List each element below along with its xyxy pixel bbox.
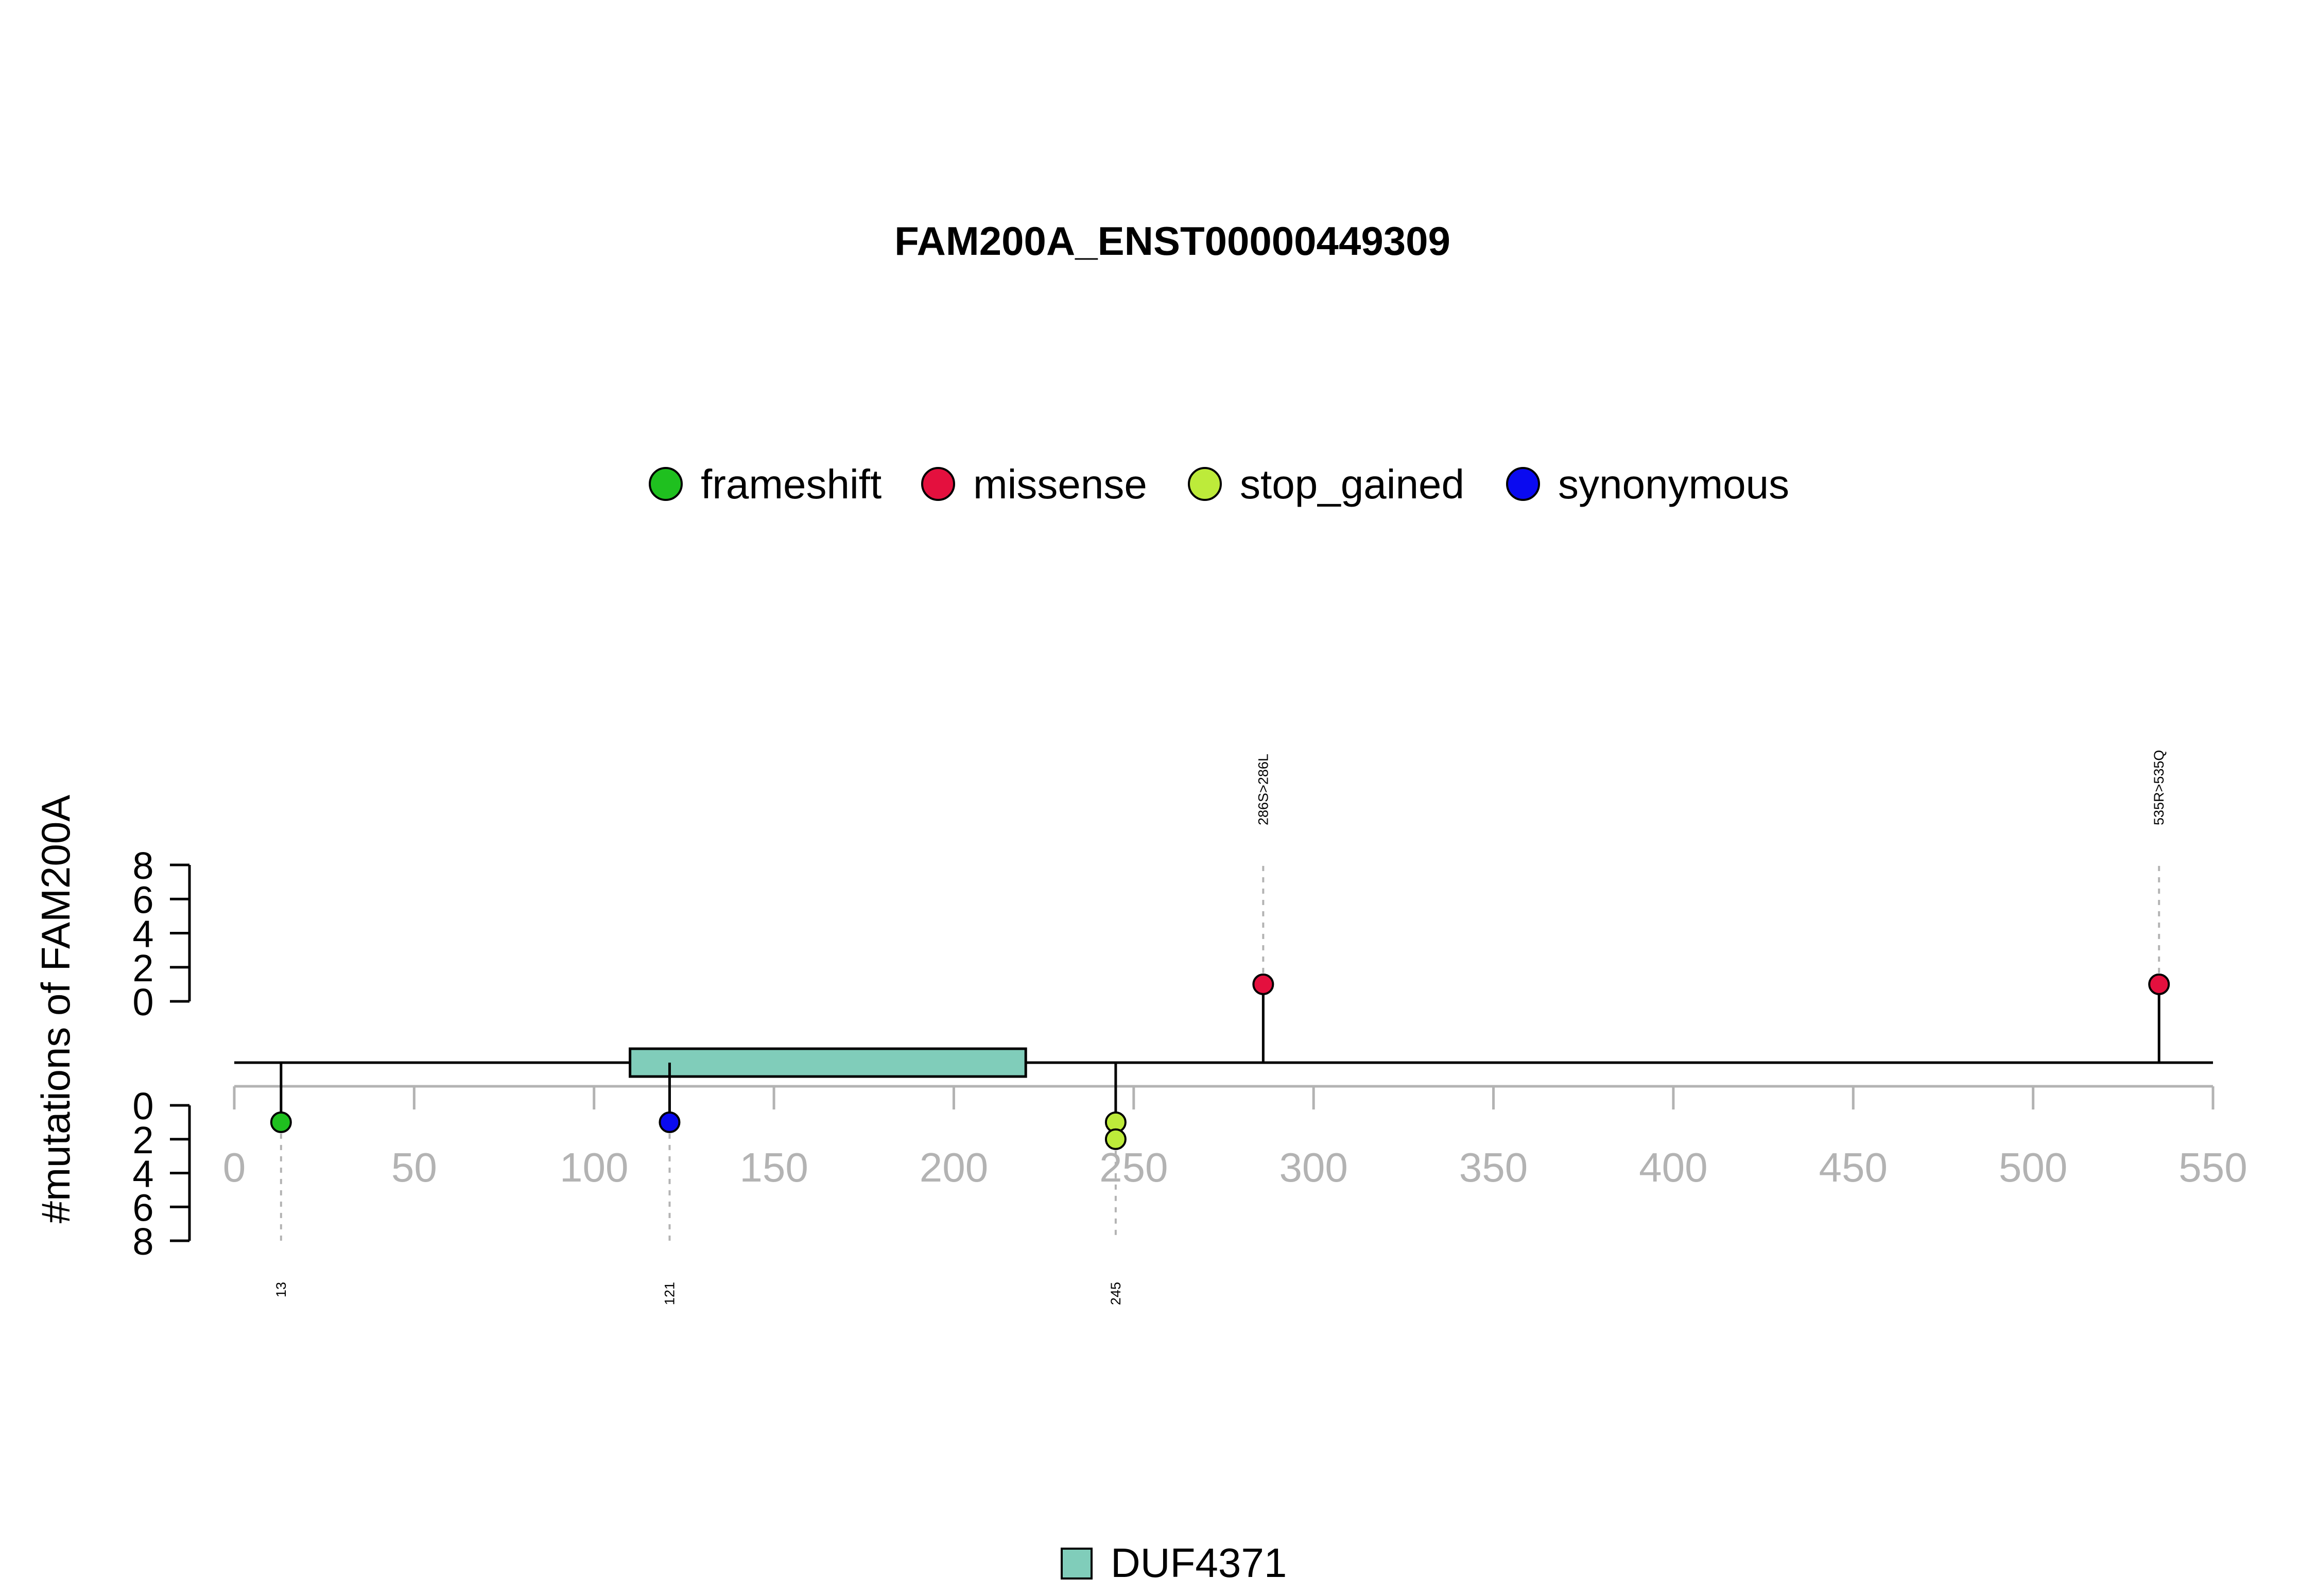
- mutation-point-286-1: [1252, 973, 1274, 995]
- y-tick-label-top-0: 0: [132, 981, 153, 1023]
- x-tick-label-200: 200: [920, 1144, 988, 1190]
- legend-label-frameshift: frameshift: [701, 461, 881, 507]
- y-tick-label-top-4: 4: [132, 913, 153, 956]
- legend-swatch-missense: [921, 467, 955, 501]
- mutation-point-13-1: [270, 1111, 292, 1133]
- y-tick-label-bottom-8: 8: [132, 1220, 153, 1263]
- mutation-label-13: 13: [273, 1282, 289, 1297]
- y-tick-label-top-6: 6: [132, 878, 153, 921]
- y-tick-label-top-8: 8: [132, 844, 153, 887]
- legend-label-synonymous: synonymous: [1558, 461, 1789, 507]
- legend-swatch-frameshift: [649, 467, 683, 501]
- y-tick-label-bottom-2: 2: [132, 1119, 153, 1161]
- y-tick-label-top-2: 2: [132, 947, 153, 990]
- x-axis: 0 50 100 150 200 250 300 350 400 450 500 550: [223, 1085, 2247, 1190]
- mutation-bottom-13: 13: [270, 1063, 292, 1297]
- y-tick-label-bottom-0: 0: [132, 1085, 153, 1127]
- y-tick-label-bottom-4: 4: [132, 1153, 153, 1195]
- x-tick-label-400: 400: [1639, 1144, 1707, 1190]
- mutation-point-245-2: [1104, 1128, 1127, 1150]
- x-tick-label-100: 100: [560, 1144, 628, 1190]
- domain-DUF4371: [629, 1047, 1027, 1078]
- x-tick-label-0: 0: [223, 1144, 246, 1190]
- mutation-top-286: 286S>286L: [1252, 754, 1274, 1063]
- mutation-label-535: 535R>535Q: [2151, 750, 2167, 825]
- domain-legend: DUF4371: [1061, 1540, 1287, 1586]
- legend-label-stop_gained: stop_gained: [1240, 461, 1464, 507]
- legend: frameshift missense stop_gained synonymous: [649, 461, 1789, 507]
- x-tick-label-250: 250: [1099, 1144, 1168, 1190]
- domain-legend-swatch-DUF4371: [1061, 1548, 1093, 1580]
- mutation-label-286: 286S>286L: [1255, 754, 1271, 825]
- legend-swatch-stop_gained: [1188, 467, 1222, 501]
- x-tick-label-350: 350: [1459, 1144, 1528, 1190]
- mutation-label-245: 245: [1108, 1282, 1123, 1305]
- chart-title: FAM200A_ENST00000449309: [894, 218, 1450, 264]
- legend-swatch-synonymous: [1506, 467, 1540, 501]
- legend-label-missense: missense: [973, 461, 1147, 507]
- mutation-point-121-1: [659, 1111, 681, 1133]
- x-tick-label-550: 550: [2178, 1144, 2247, 1190]
- mutation-point-535-1: [2148, 973, 2170, 995]
- mutation-bottom-245: 245: [1104, 1063, 1127, 1305]
- x-tick-label-450: 450: [1819, 1144, 1888, 1190]
- mutation-bottom-121: 121: [659, 1063, 681, 1305]
- domain-legend-label-DUF4371: DUF4371: [1111, 1540, 1287, 1586]
- y-tick-label-bottom-6: 6: [132, 1186, 153, 1229]
- mutation-label-121: 121: [662, 1282, 677, 1305]
- x-tick-label-500: 500: [1999, 1144, 2067, 1190]
- x-tick-label-50: 50: [391, 1144, 437, 1190]
- x-tick-label-150: 150: [739, 1144, 808, 1190]
- mutation-top-535: 535R>535Q: [2148, 750, 2170, 1063]
- y-axis-label: #mutations of FAM200A: [33, 795, 78, 1223]
- x-tick-label-300: 300: [1279, 1144, 1347, 1190]
